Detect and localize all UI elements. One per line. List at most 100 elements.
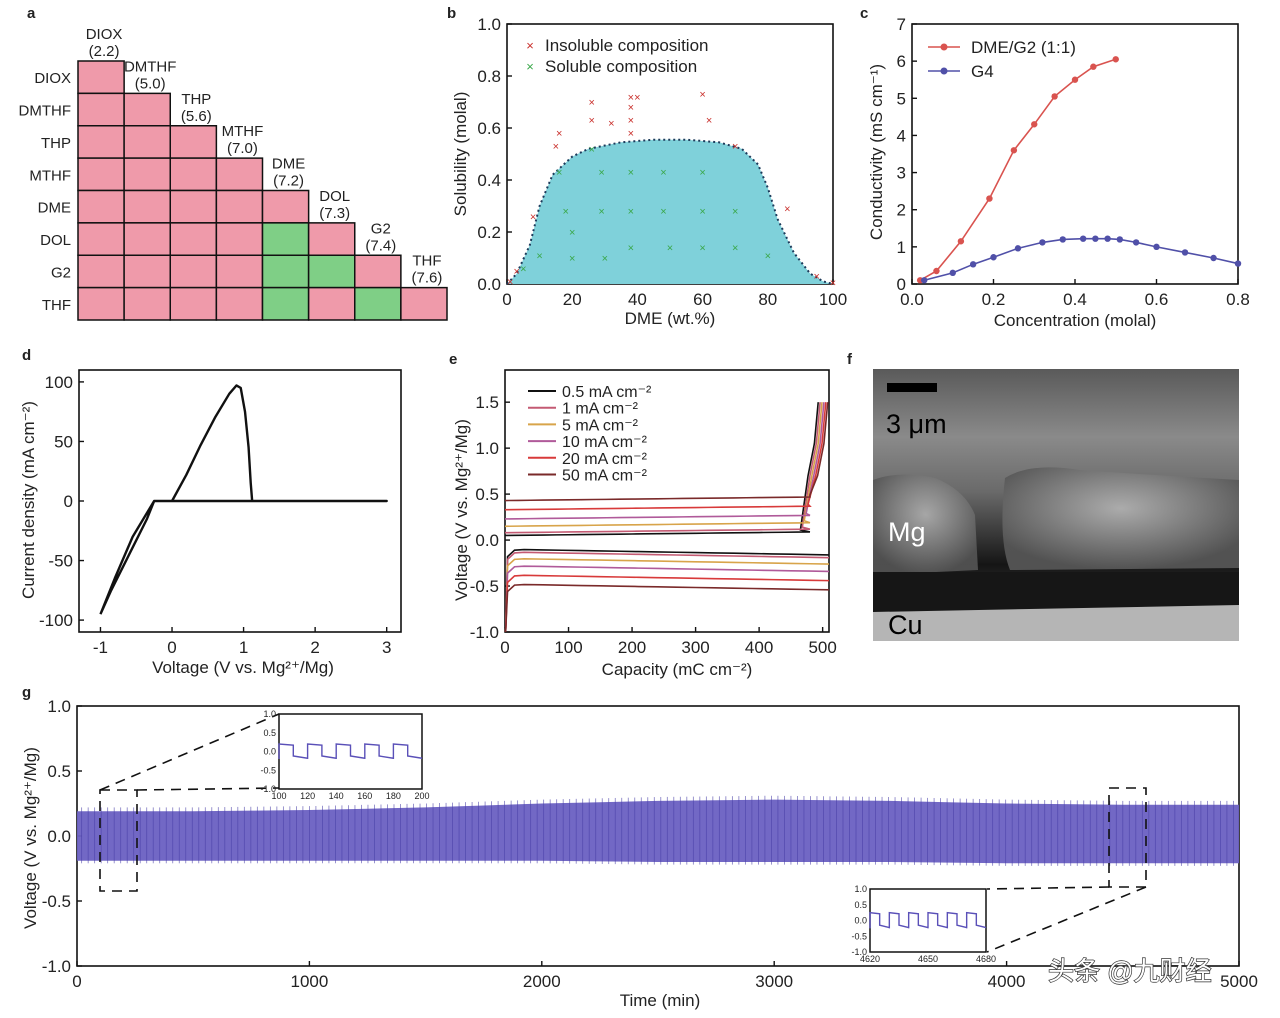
matrix-cell xyxy=(307,254,356,289)
insoluble-point: × xyxy=(628,128,634,140)
y-tick-label: 0.0 xyxy=(47,827,71,846)
x-tick-label: 0.8 xyxy=(1226,290,1250,309)
x-tick-label: 300 xyxy=(681,638,709,657)
soluble-point: × xyxy=(699,167,705,179)
inset-y-tick-label: -1.0 xyxy=(851,947,867,957)
zoom-box-start xyxy=(99,789,138,892)
insoluble-point: × xyxy=(706,115,712,127)
series-line xyxy=(924,237,1239,282)
charge-curve xyxy=(504,402,821,534)
discharge-curve xyxy=(504,583,830,633)
x-tick-label: 400 xyxy=(745,638,773,657)
matrix-cell xyxy=(215,254,264,289)
matrix-cell xyxy=(123,125,171,159)
y-axis-label: Conductivity (mS cm⁻¹) xyxy=(867,64,886,240)
x-tick-label: 200 xyxy=(618,638,646,657)
y-tick-label: 5 xyxy=(897,89,906,108)
cv-curve xyxy=(99,384,388,615)
data-point xyxy=(1153,243,1160,251)
data-point xyxy=(1181,249,1189,256)
y-tick-label: 1.5 xyxy=(475,393,499,412)
column-value: (5.6) xyxy=(181,108,212,125)
legend-label: 50 mA cm⁻² xyxy=(562,468,648,485)
matrix-cell xyxy=(261,254,310,289)
y-tick-label: 50 xyxy=(54,432,73,451)
insoluble-point: × xyxy=(784,204,790,216)
matrix-cell xyxy=(77,92,125,127)
panel-label-d: d xyxy=(22,347,31,364)
y-tick-label: 0 xyxy=(64,492,73,511)
y-axis-label: Voltage (V vs. Mg²⁺/Mg) xyxy=(452,419,471,601)
legend-label: Soluble composition xyxy=(545,57,697,76)
row-label: DMTHF xyxy=(19,103,72,120)
soluble-point: × xyxy=(732,243,738,255)
inset-x-tick-label: 160 xyxy=(357,791,372,801)
mg-layer-right xyxy=(1002,467,1239,570)
mg-layer-label: Mg xyxy=(888,517,926,547)
y-tick-label: 0.0 xyxy=(475,531,499,550)
y-tick-label: -50 xyxy=(48,552,73,571)
x-tick-label: 80 xyxy=(758,290,777,309)
inset-trace xyxy=(278,743,423,759)
zoom-connector xyxy=(99,713,280,791)
discharge-curve xyxy=(504,565,830,633)
panel-e-voltage-profile-chart: Capacity (mC cm⁻²) Voltage (V vs. Mg²⁺/M… xyxy=(452,369,837,679)
y-tick-label: 0.5 xyxy=(47,762,71,781)
data-point xyxy=(990,254,997,261)
y-tick-label: 0.2 xyxy=(477,223,501,242)
data-point xyxy=(1116,236,1124,243)
insoluble-point: × xyxy=(507,276,513,288)
inset-start: -1.0 -0.5 0.0 0.5 1.0 100 120 140 160 180 200 xyxy=(260,709,429,801)
soluble-point: × xyxy=(598,167,604,179)
column-label: DME xyxy=(272,156,305,173)
x-tick-label: 1 xyxy=(239,638,248,657)
legend-label: G4 xyxy=(971,62,994,81)
legend-label: 1 mA cm⁻² xyxy=(562,401,639,418)
matrix-cell xyxy=(77,254,125,289)
inset-y-tick-label: 0.5 xyxy=(263,728,276,738)
matrix-cell xyxy=(215,286,264,321)
matrix-cell xyxy=(169,125,218,159)
soluble-point: × xyxy=(569,253,575,265)
soluble-point: × xyxy=(556,167,562,179)
data-point xyxy=(1090,63,1097,70)
x-axis-label: Concentration (molal) xyxy=(994,311,1157,330)
matrix-cell xyxy=(354,286,402,321)
matrix-cell xyxy=(77,157,125,192)
soluble-point: × xyxy=(660,206,666,218)
x-tick-label: 0.6 xyxy=(1145,290,1169,309)
data-point xyxy=(1210,254,1217,262)
y-axis-label: Voltage (V vs. Mg²⁺/Mg) xyxy=(21,747,40,929)
matrix-cell xyxy=(77,125,125,159)
matrix-cell xyxy=(169,286,218,321)
column-label: THF xyxy=(412,253,441,270)
plot-frame xyxy=(911,23,1239,285)
y-tick-label: -0.5 xyxy=(470,577,499,596)
charge-curve xyxy=(504,402,819,537)
x-tick-label: 20 xyxy=(563,290,582,309)
row-label: MTHF xyxy=(29,167,71,184)
matrix-cell xyxy=(77,286,125,321)
matrix-cell xyxy=(261,222,310,256)
discharge-curve xyxy=(504,548,830,633)
gap-layer xyxy=(873,572,1239,612)
data-point xyxy=(1112,56,1119,63)
y-tick-label: 1 xyxy=(897,238,906,257)
column-label: DOL xyxy=(319,188,350,205)
panel-label-f: f xyxy=(847,351,853,368)
data-point xyxy=(949,269,956,277)
y-tick-label: 4 xyxy=(897,126,906,145)
discharge-curve xyxy=(504,574,830,633)
soluble-point: × xyxy=(520,263,526,275)
insoluble-point: × xyxy=(556,128,562,140)
data-point xyxy=(1071,76,1079,83)
zoom-connector xyxy=(136,787,280,791)
insoluble-point: × xyxy=(628,115,634,127)
panel-label-b: b xyxy=(447,5,456,22)
data-point xyxy=(921,277,928,284)
inset-y-tick-label: 0.0 xyxy=(854,916,867,926)
soluble-point: × xyxy=(569,227,575,239)
x-tick-label: 0 xyxy=(167,638,176,657)
soluble-point: × xyxy=(562,206,568,218)
